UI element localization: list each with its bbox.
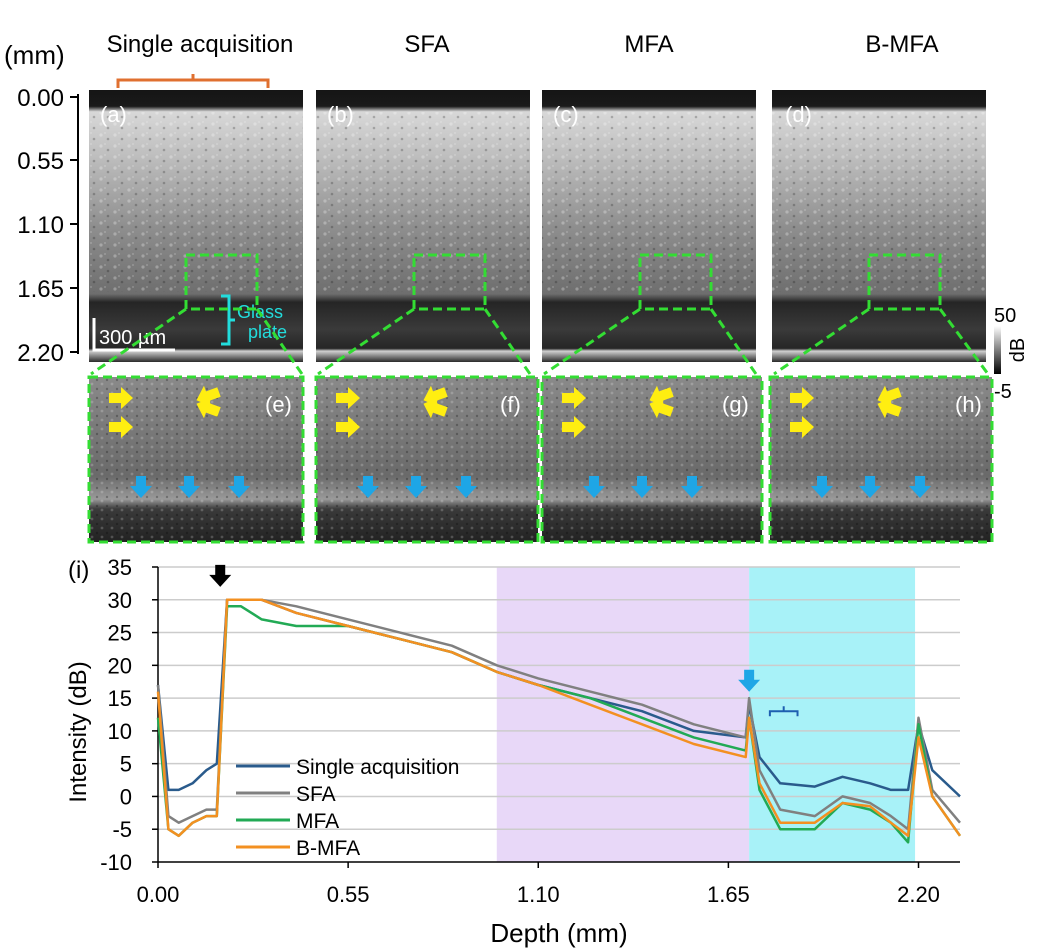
blue-arrow — [909, 476, 931, 498]
depth-tick-label: 1.65 — [17, 276, 64, 303]
y-tick-label: 15 — [108, 686, 132, 711]
series-line — [156, 598, 961, 831]
blue-arrow — [178, 476, 200, 498]
zoom-letter: (h) — [955, 392, 982, 417]
zoom-f: (f) — [314, 375, 540, 544]
colorbar-unit: dB — [1007, 338, 1029, 362]
panel-letter: (b) — [327, 102, 354, 127]
zoom-arrows — [109, 385, 931, 498]
depth-tick-label: 0.00 — [17, 85, 64, 112]
bscan-d: (d) — [772, 90, 986, 362]
y-tick-label: 5 — [120, 752, 132, 777]
legend-label: B-MFA — [296, 837, 360, 860]
zoom-letter: (g) — [722, 392, 749, 417]
plot-markers — [209, 564, 799, 717]
y-tick-label: 35 — [108, 555, 132, 580]
colorbar-max: 50 — [994, 305, 1016, 327]
yellow-arrow — [336, 387, 360, 409]
panel-letter: (a) — [100, 102, 127, 127]
bscan-c: (c) — [542, 90, 756, 362]
yellow-arrow — [790, 416, 814, 438]
yellow-arrow — [196, 385, 221, 407]
yellow-arrow — [336, 416, 360, 438]
legend-label: MFA — [296, 810, 339, 833]
blue-arrow — [681, 476, 703, 498]
blue-arrow — [130, 476, 152, 498]
shaded-region — [496, 567, 750, 862]
y-axis-label: Intensity (dB) — [65, 661, 92, 802]
depth-tick-label: 2.20 — [17, 340, 64, 367]
blue-arrow — [455, 476, 477, 498]
y-tick-label: -10 — [100, 850, 132, 875]
unit-label: (mm) — [4, 40, 65, 70]
y-tick-label: 25 — [108, 621, 132, 646]
panel-titles: Single acquisition SFA MFA B-MFA — [107, 31, 939, 58]
series-line — [156, 598, 962, 838]
depth-axis: 0.00 0.55 1.10 1.65 2.20 — [17, 85, 79, 367]
blue-arrow — [631, 476, 653, 498]
panel-title: Single acquisition — [107, 31, 294, 58]
yellow-arrow — [109, 416, 133, 438]
x-tick-label: 1.65 — [707, 882, 750, 907]
y-tick-label: 10 — [108, 719, 132, 744]
zoom-letter: (e) — [265, 392, 292, 417]
intensity-plot: (i) -10 -5 0 5 10 15 20 25 30 35 0.00 0.55 1.10 1.65 2… — [65, 555, 962, 948]
legend-label: Single acquisition — [296, 756, 459, 779]
y-tick-label: 20 — [108, 653, 132, 678]
roi-boxes — [90, 253, 990, 376]
yellow-arrow — [790, 387, 814, 409]
panel-letter: (d) — [785, 102, 812, 127]
blue-arrow — [811, 476, 833, 498]
x-tick-label: 2.20 — [897, 882, 940, 907]
zoom-panels: (e) (f) (g) (h) — [87, 375, 994, 544]
blue-arrow — [583, 476, 605, 498]
yellow-arrow — [877, 397, 902, 419]
yellow-arrow — [423, 385, 448, 407]
x-tick-label: 0.55 — [327, 882, 370, 907]
bscan-a: (a) — [89, 90, 303, 362]
yellow-arrow — [109, 387, 133, 409]
blue-arrow — [738, 669, 761, 692]
blue-arrow — [405, 476, 427, 498]
shaded-regions — [496, 567, 916, 862]
grid-lines — [158, 566, 960, 830]
blue-arrow — [859, 476, 881, 498]
panel-letter: (c) — [553, 102, 579, 127]
yellow-arrow — [562, 387, 586, 409]
plot-axes: -10 -5 0 5 10 15 20 25 30 35 0.00 0.55 1.10 1.65 2.20 — [100, 555, 960, 907]
depth-tick-label: 1.10 — [17, 212, 64, 239]
panel-title: SFA — [404, 31, 449, 58]
blue-arrow — [228, 476, 250, 498]
y-tick-label: -5 — [112, 817, 132, 842]
y-tick-label: 0 — [120, 784, 132, 809]
yellow-arrow — [562, 416, 586, 438]
panel-title: B-MFA — [865, 31, 938, 58]
yellow-arrow — [649, 385, 674, 407]
yellow-arrow — [649, 397, 674, 419]
black-arrow — [209, 564, 232, 587]
x-axis-label: Depth (mm) — [490, 918, 627, 948]
yellow-arrow — [196, 397, 221, 419]
legend: Single acquisition SFA MFA B-MFA — [236, 756, 459, 860]
depth-tick-label: 0.55 — [17, 148, 64, 175]
colorbar: 50 -5 dB — [994, 305, 1029, 403]
bscan-b: (b) — [316, 90, 530, 362]
yellow-arrow — [423, 397, 448, 419]
colorbar-min: -5 — [994, 381, 1012, 403]
legend-label: SFA — [296, 783, 336, 806]
zoom-letter: (f) — [500, 392, 521, 417]
x-tick-label: 1.10 — [517, 882, 560, 907]
x-tick-label: 0.00 — [137, 882, 180, 907]
y-tick-label: 30 — [108, 588, 132, 613]
blue-arrow — [357, 476, 379, 498]
plot-panel-label: (i) — [68, 557, 89, 584]
bracket-marker — [768, 706, 799, 717]
series-lines — [156, 598, 962, 844]
panel-title: MFA — [624, 31, 673, 58]
yellow-arrow — [877, 385, 902, 407]
orange-bracket — [116, 74, 270, 88]
